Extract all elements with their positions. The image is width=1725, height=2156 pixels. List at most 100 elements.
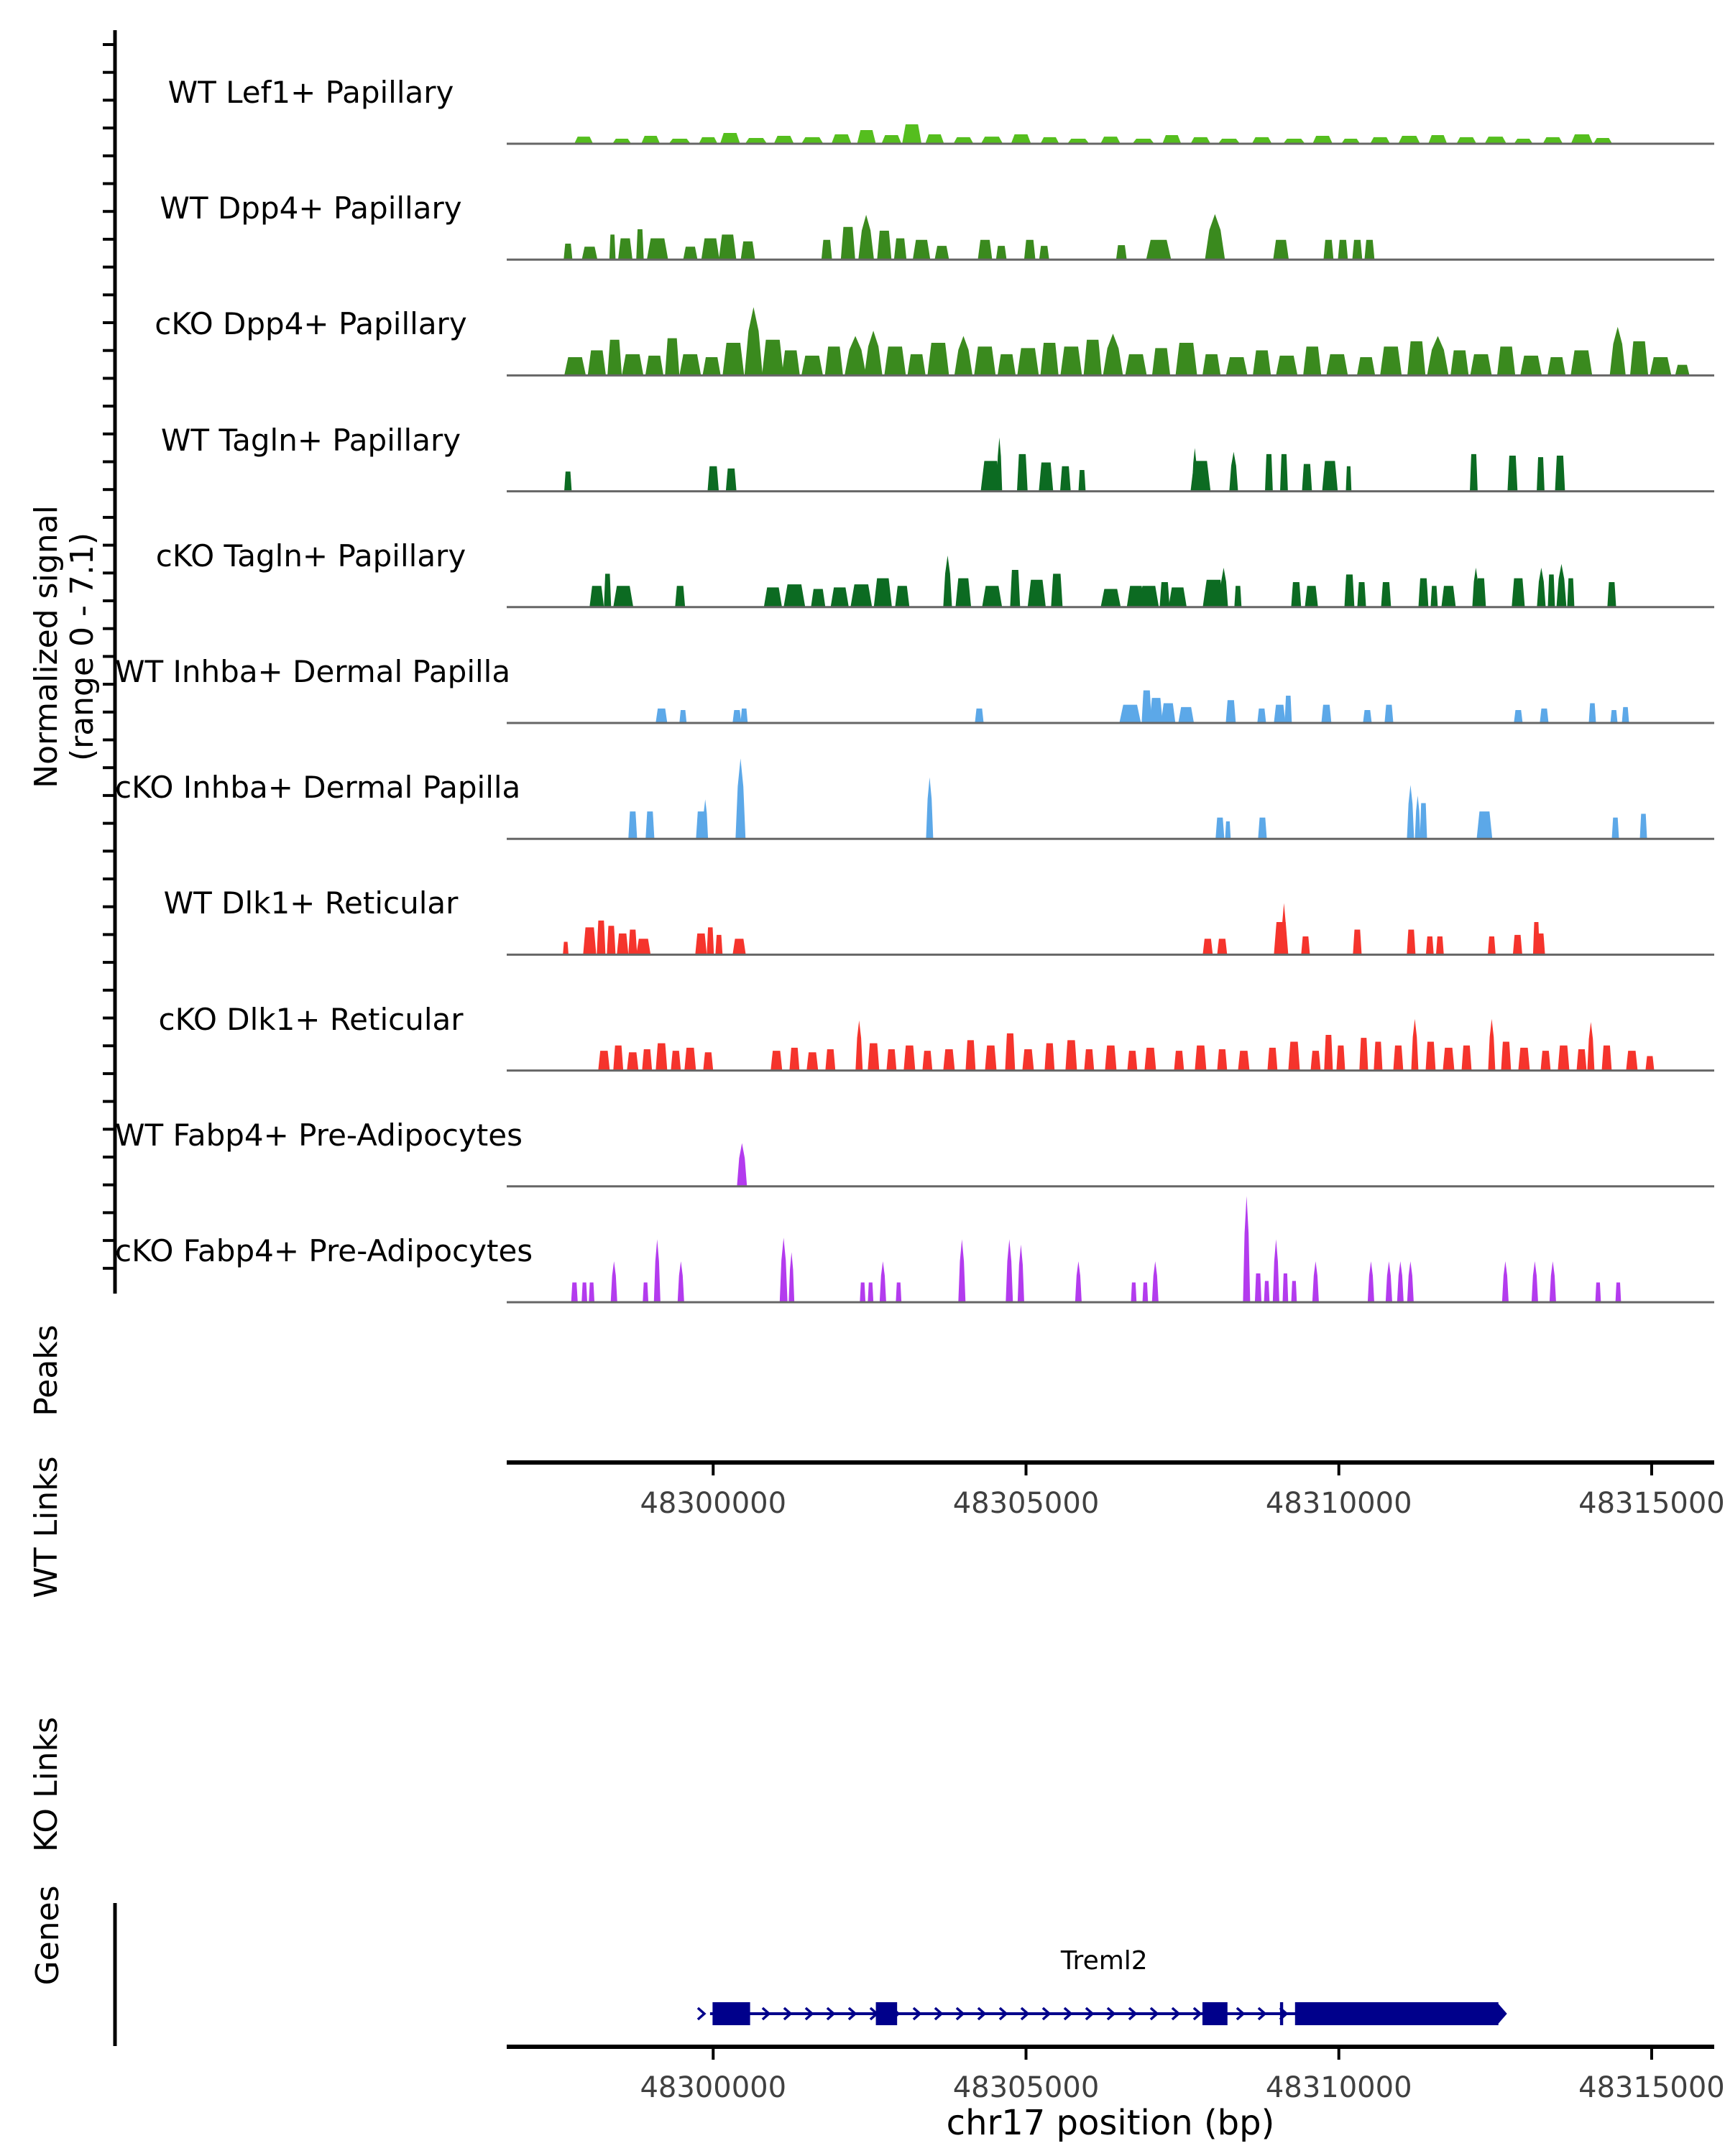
signal-bar bbox=[1558, 1045, 1570, 1071]
signal-bar bbox=[1520, 355, 1542, 376]
track-label-6: WT Inhba+ Dermal Papilla bbox=[115, 654, 511, 689]
gene-end-arrow-icon bbox=[1496, 2002, 1507, 2025]
genes-x-axis-tick-label: 48305000 bbox=[953, 2071, 1100, 2104]
signal-bar bbox=[831, 134, 852, 144]
signal-bar bbox=[1352, 239, 1363, 260]
track-label-5: cKO Tagln+ Papillary bbox=[155, 538, 466, 573]
signal-bar bbox=[719, 234, 737, 260]
signal-bar bbox=[886, 1049, 897, 1071]
signal-bar bbox=[773, 136, 794, 144]
signal-bar bbox=[985, 1045, 997, 1071]
signal-bar bbox=[1273, 239, 1289, 260]
signal-bar bbox=[1555, 455, 1565, 492]
signal-bar bbox=[1507, 455, 1518, 492]
signal-bar bbox=[1418, 578, 1429, 607]
signal-bar bbox=[613, 1045, 624, 1071]
signal-bar bbox=[574, 137, 594, 144]
signal-bar bbox=[707, 466, 719, 492]
signal-bar bbox=[884, 346, 906, 376]
signal-bar bbox=[1276, 355, 1298, 376]
signal-bar bbox=[740, 241, 755, 260]
signal-bar bbox=[1428, 134, 1448, 144]
signal-bar bbox=[1601, 1045, 1612, 1071]
signal-bar bbox=[927, 342, 949, 376]
signal-bar bbox=[1587, 1021, 1595, 1071]
signal-bar bbox=[1322, 461, 1338, 492]
signal-bar bbox=[1161, 703, 1176, 723]
strand-arrow-icon bbox=[1063, 2007, 1073, 2021]
signal-bar bbox=[1265, 453, 1273, 492]
signal-bar bbox=[1441, 586, 1456, 607]
strand-arrow-icon bbox=[804, 2007, 814, 2021]
signal-bar bbox=[893, 238, 907, 260]
signal-bar bbox=[1132, 139, 1154, 144]
signal-bar bbox=[1190, 137, 1211, 144]
signal-bar bbox=[1288, 1041, 1300, 1071]
signal-bar bbox=[1542, 137, 1563, 144]
signal-bar bbox=[770, 1051, 783, 1071]
signal-bar bbox=[564, 471, 572, 492]
signal-bar bbox=[1065, 1040, 1077, 1071]
strand-arrow-icon bbox=[955, 2007, 965, 2021]
signal-bar bbox=[1192, 448, 1198, 492]
signal-bar bbox=[613, 586, 634, 607]
signal-bar bbox=[589, 586, 604, 607]
signal-bar bbox=[1615, 1282, 1622, 1302]
signal-bar bbox=[641, 136, 661, 144]
signal-bar bbox=[1291, 1281, 1297, 1302]
signal-bar bbox=[1100, 589, 1121, 607]
signal-bar bbox=[1425, 936, 1434, 955]
gene-exon bbox=[712, 2002, 750, 2025]
track-label-2: WT Dpp4+ Papillary bbox=[160, 190, 462, 226]
signal-bar bbox=[732, 710, 742, 723]
signal-bar bbox=[1312, 136, 1333, 144]
signal-bar bbox=[1305, 586, 1318, 607]
genes-x-axis-tick-label: 48300000 bbox=[640, 2071, 786, 2104]
signal-bar bbox=[1626, 1051, 1638, 1071]
signal-bar bbox=[974, 346, 996, 376]
signal-bar bbox=[564, 244, 573, 260]
strand-arrow-icon bbox=[1085, 2007, 1095, 2021]
signal-bar bbox=[857, 129, 876, 144]
signal-bar bbox=[1450, 350, 1469, 376]
signal-bar bbox=[725, 468, 737, 492]
signal-bar bbox=[1469, 453, 1478, 492]
signal-bar bbox=[1547, 357, 1566, 376]
signal-bar bbox=[636, 939, 651, 955]
signal-bar bbox=[1272, 1239, 1279, 1302]
signal-bar bbox=[855, 1020, 863, 1071]
signal-bar bbox=[1356, 357, 1376, 376]
signal-bar bbox=[1144, 1047, 1156, 1071]
gene-exon bbox=[875, 2002, 898, 2025]
strand-arrow-icon bbox=[1192, 2007, 1202, 2021]
signal-bar bbox=[597, 920, 606, 955]
signal-bar bbox=[840, 226, 855, 260]
strand-arrow-icon bbox=[1106, 2007, 1116, 2021]
signal-bar bbox=[744, 307, 763, 376]
signal-bar bbox=[628, 811, 638, 839]
signal-bar bbox=[1364, 239, 1375, 260]
signal-bar bbox=[779, 1238, 788, 1302]
signal-bar bbox=[1149, 698, 1163, 723]
signal-bar bbox=[1359, 1038, 1368, 1071]
strand-arrow-icon bbox=[1041, 2007, 1052, 2021]
signal-bar bbox=[1039, 462, 1054, 492]
signal-bar bbox=[955, 578, 972, 607]
signal-bar bbox=[997, 354, 1016, 376]
signal-bar bbox=[1344, 574, 1355, 607]
signal-bar bbox=[943, 1049, 955, 1071]
signal-bar bbox=[1119, 704, 1141, 723]
signal-bar bbox=[1202, 579, 1225, 607]
genes-x-axis-tick-label: 48310000 bbox=[1266, 2071, 1412, 2104]
signal-bar bbox=[845, 336, 867, 376]
signal-bar bbox=[622, 354, 644, 376]
signal-bar bbox=[825, 1049, 836, 1071]
strand-arrow-icon bbox=[912, 2007, 922, 2021]
signal-bar bbox=[722, 342, 745, 376]
track-label-10: WT Fabp4+ Pre-Adipocytes bbox=[115, 1117, 523, 1153]
signal-bar bbox=[1291, 581, 1302, 607]
signal-bar bbox=[1381, 581, 1392, 607]
signal-bar bbox=[1675, 364, 1690, 376]
signal-bar bbox=[1251, 137, 1272, 144]
